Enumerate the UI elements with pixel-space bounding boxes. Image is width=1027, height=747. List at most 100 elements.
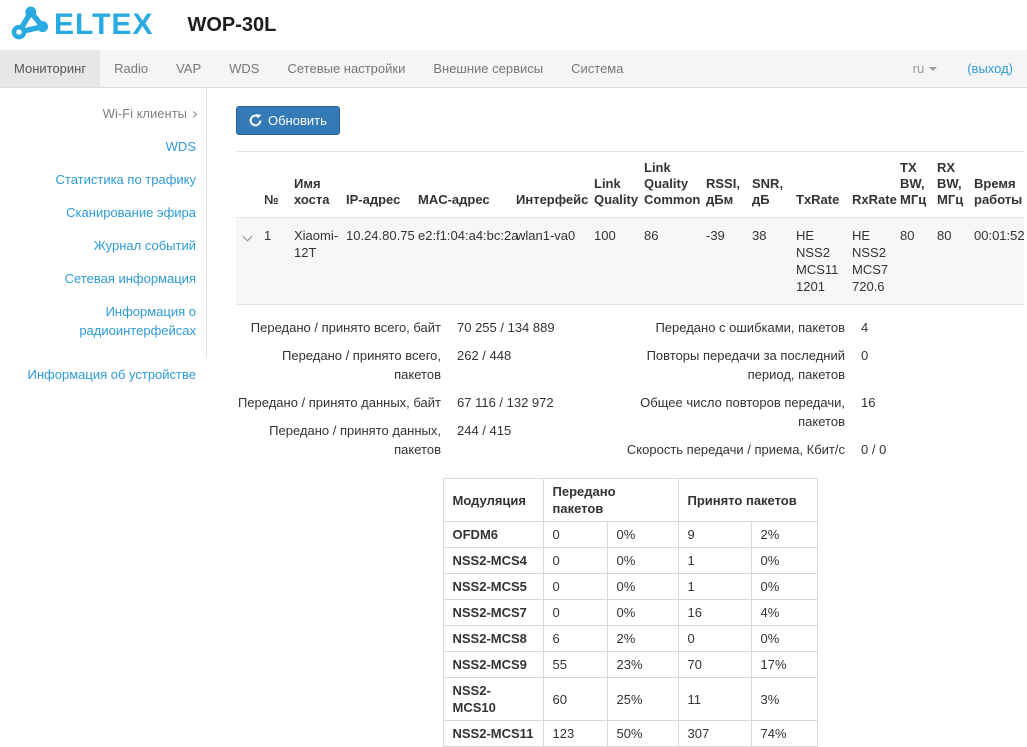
stat-row: Общее число повторов передачи, пакетов 16: [620, 393, 886, 431]
mod-tx: 55: [542, 651, 608, 678]
main-content: Обновить № Имя хоста IP-адрес MAC-адрес: [207, 88, 1027, 747]
client-row: 1 Xiaomi-12T 10.24.80.75 e2:f1:04:a4:bc:…: [236, 217, 1025, 305]
stat-value: 262 / 448: [457, 348, 512, 363]
mod-tx: 0: [542, 573, 608, 600]
mod-tx: 123: [542, 720, 608, 747]
nav-right: ru (выход): [913, 50, 1027, 87]
stat-row: Передано / принято данных, байт 67 116 / …: [236, 393, 598, 412]
client-hostname: Xiaomi-12T: [290, 217, 342, 305]
modulation-row: NSS2-MCS11 123 50% 307 74%: [442, 720, 818, 747]
stat-label: Передано / принято всего, байт: [250, 320, 441, 335]
tab-external-services[interactable]: Внешние сервисы: [433, 61, 544, 76]
eltex-logo-text: ELTEX: [54, 8, 154, 41]
language-selector[interactable]: ru: [913, 61, 938, 76]
client-txrate: HE NSS2 MCS11 1201: [792, 217, 848, 305]
col-number: №: [260, 151, 290, 218]
col-expander: [236, 151, 260, 218]
refresh-icon: [249, 114, 262, 127]
tab-wds[interactable]: WDS: [229, 61, 260, 76]
client-statistics: Передано / принято всего, байт 70 255 / 1…: [236, 318, 1024, 468]
client-interface: wlan1-va0: [512, 217, 590, 305]
modulation-row: NSS2-MCS7 0 0% 16 4%: [442, 599, 818, 626]
mod-rx: 0: [677, 625, 752, 652]
stat-value: 16: [861, 395, 876, 410]
mod-rx: 1: [677, 547, 752, 574]
eltex-logo[interactable]: ELTEX: [8, 3, 153, 48]
logout-link[interactable]: (выход): [967, 61, 1013, 76]
stat-row: Передано с ошибками, пакетов 4: [620, 318, 886, 337]
stats-right-column: Передано с ошибками, пакетов 4 Повторы пе…: [620, 318, 886, 468]
sidebar-item-event-log[interactable]: Журнал событий: [93, 238, 196, 253]
client-rssi: -39: [702, 217, 748, 305]
mod-tx: 0: [542, 599, 608, 626]
mod-col-rx-packets: Принято пакетов: [677, 478, 818, 522]
sidebar-item-wifi-clients[interactable]: Wi-Fi клиенты: [12, 104, 198, 123]
sidebar-item-air-scan[interactable]: Сканирование эфира: [66, 205, 196, 220]
modulation-row: NSS2-MCS8 6 2% 0 0%: [442, 625, 818, 652]
sidebar-item-wds[interactable]: WDS: [165, 139, 196, 154]
mod-tx-pct: 50%: [606, 720, 679, 747]
caret-down-icon: [929, 66, 938, 71]
sidebar-item-traffic-stats[interactable]: Статистика по трафику: [55, 172, 196, 187]
chevron-down-icon[interactable]: [242, 231, 253, 242]
stat-label: Передано / принято данных, пакетов: [269, 423, 441, 457]
mod-tx: 60: [542, 677, 608, 721]
col-hostname: Имя хоста: [290, 151, 342, 218]
tab-vap[interactable]: VAP: [176, 61, 202, 76]
col-ip: IP-адрес: [342, 151, 414, 218]
stat-label: Общее число повторов передачи, пакетов: [640, 395, 845, 429]
tab-system[interactable]: Система: [571, 61, 624, 76]
col-tx-bw: TX BW, МГц: [896, 151, 933, 218]
wifi-clients-table: № Имя хоста IP-адрес MAC-адрес Интерфейс…: [236, 151, 1025, 305]
mod-tx-pct: 25%: [606, 677, 679, 721]
client-tx-bw: 80: [896, 217, 933, 305]
eltex-logo-icon: [8, 3, 50, 48]
modulation-row: OFDM6 0 0% 9 2%: [442, 521, 818, 548]
col-rx-bw: RX BW, МГц: [933, 151, 970, 218]
mod-name: NSS2-MCS7: [442, 599, 544, 626]
tab-radio[interactable]: Radio: [114, 61, 149, 76]
sidebar-item-device-info[interactable]: Информация об устройстве: [27, 367, 196, 382]
col-rssi: RSSI, дБм: [702, 151, 748, 218]
mod-rx: 11: [677, 677, 752, 721]
modulation-header-row: Модуляция Передано пакетов Принято пакет…: [442, 478, 818, 522]
mod-tx: 0: [542, 521, 608, 548]
stat-row: Повторы передачи за последний период, па…: [620, 346, 886, 384]
mod-tx-pct: 0%: [606, 599, 679, 626]
sidebar-item-label: Wi-Fi клиенты: [102, 106, 187, 121]
stats-left-column: Передано / принято всего, байт 70 255 / 1…: [236, 318, 598, 468]
modulation-row: NSS2-MCS10 60 25% 11 3%: [442, 677, 818, 721]
col-snr: SNR, дБ: [748, 151, 792, 218]
modulation-row: NSS2-MCS9 55 23% 70 17%: [442, 651, 818, 678]
stat-value: 4: [861, 320, 869, 335]
stat-row: Передано / принято данных, пакетов 244 / …: [236, 421, 598, 459]
mod-name: NSS2-MCS8: [442, 625, 544, 652]
page-title: WOP-30L: [187, 13, 277, 36]
sidebar-item-radio-info[interactable]: Информация о радиоинтерфейсах: [79, 304, 196, 338]
refresh-button-label: Обновить: [268, 113, 327, 128]
sidebar-menu: Wi-Fi клиенты WDS Статистика по трафику …: [0, 88, 207, 358]
mod-rx-pct: 74%: [750, 720, 818, 747]
tab-network-settings[interactable]: Сетевые настройки: [287, 61, 406, 76]
modulation-row: NSS2-MCS5 0 0% 1 0%: [442, 573, 818, 600]
stat-value: 244 / 415: [457, 423, 512, 438]
mod-rx: 1: [677, 573, 752, 600]
mod-rx-pct: 0%: [750, 547, 818, 574]
mod-name: NSS2-MCS9: [442, 651, 544, 678]
tab-monitoring[interactable]: Мониторинг: [0, 50, 101, 87]
client-ip: 10.24.80.75: [342, 217, 415, 305]
stat-label: Передано / принято всего, пакетов: [282, 348, 441, 382]
mod-rx-pct: 4%: [750, 599, 818, 626]
modulation-table: Модуляция Передано пакетов Принято пакет…: [442, 478, 818, 747]
col-rxrate: RxRate: [848, 151, 897, 218]
refresh-button[interactable]: Обновить: [236, 106, 340, 135]
mod-rx: 16: [677, 599, 752, 626]
client-number: 1: [260, 217, 290, 305]
stat-label: Передано / принято данных, байт: [237, 395, 441, 410]
language-label: ru: [912, 61, 925, 76]
sidebar-item-network-info[interactable]: Сетевая информация: [64, 271, 196, 286]
client-link-quality: 100: [590, 217, 640, 305]
client-rx-bw: 80: [933, 217, 970, 305]
mod-rx-pct: 0%: [750, 625, 818, 652]
